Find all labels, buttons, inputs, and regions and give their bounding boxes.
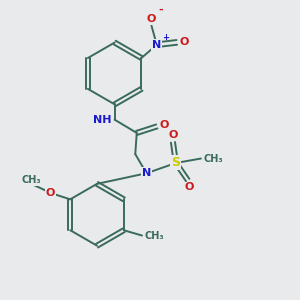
Text: O: O bbox=[46, 188, 55, 198]
Text: S: S bbox=[171, 157, 180, 169]
Text: CH₃: CH₃ bbox=[22, 175, 41, 185]
Text: O: O bbox=[184, 182, 194, 192]
Text: N: N bbox=[142, 168, 151, 178]
Text: CH₃: CH₃ bbox=[144, 230, 164, 241]
Text: +: + bbox=[162, 33, 169, 42]
Text: O: O bbox=[159, 120, 169, 130]
Text: O: O bbox=[147, 14, 156, 24]
Text: NH: NH bbox=[93, 115, 112, 125]
Text: O: O bbox=[168, 130, 178, 140]
Text: N: N bbox=[152, 40, 161, 50]
Text: O: O bbox=[179, 38, 189, 47]
Text: CH₃: CH₃ bbox=[203, 154, 223, 164]
Text: -: - bbox=[158, 5, 163, 15]
